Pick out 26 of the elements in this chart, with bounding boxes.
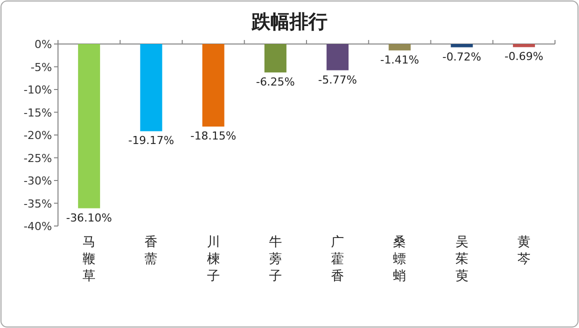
x-tick-label: 马鞭草 [82,235,96,284]
x-tick-label: 牛蒡子 [268,235,282,284]
x-tick-label: 吴茱萸 [455,235,468,284]
x-tick-label: 广藿香 [331,235,344,284]
y-tick-label: -20% [24,129,52,142]
data-label: -0.69% [504,50,544,64]
data-label: -6.25% [256,75,295,88]
data-label: -0.72% [442,50,482,64]
data-label: -36.10% [66,211,112,224]
data-label: -1.41% [380,53,420,66]
data-label: -19.17% [128,134,174,148]
y-tick-label: -40% [24,220,52,233]
x-tick-label: 桑螵蛸 [393,235,406,284]
y-tick-label: -35% [24,197,52,210]
x-tick-label: 香薷 [144,235,158,267]
y-tick-label: -5% [30,60,52,74]
y-tick-label: -25% [24,152,52,165]
x-tick-label: 黄芩 [517,235,530,267]
data-label: -18.15% [190,130,236,143]
x-tick-label: 川楝子 [206,235,220,284]
chart-title: 跌幅排行 [250,11,328,33]
y-tick-label: -10% [24,84,52,96]
data-label: -5.77% [318,73,358,86]
y-tick-label: -30% [24,174,52,188]
y-tick-label: 0% [34,38,52,51]
y-tick-label: -15% [24,106,52,120]
